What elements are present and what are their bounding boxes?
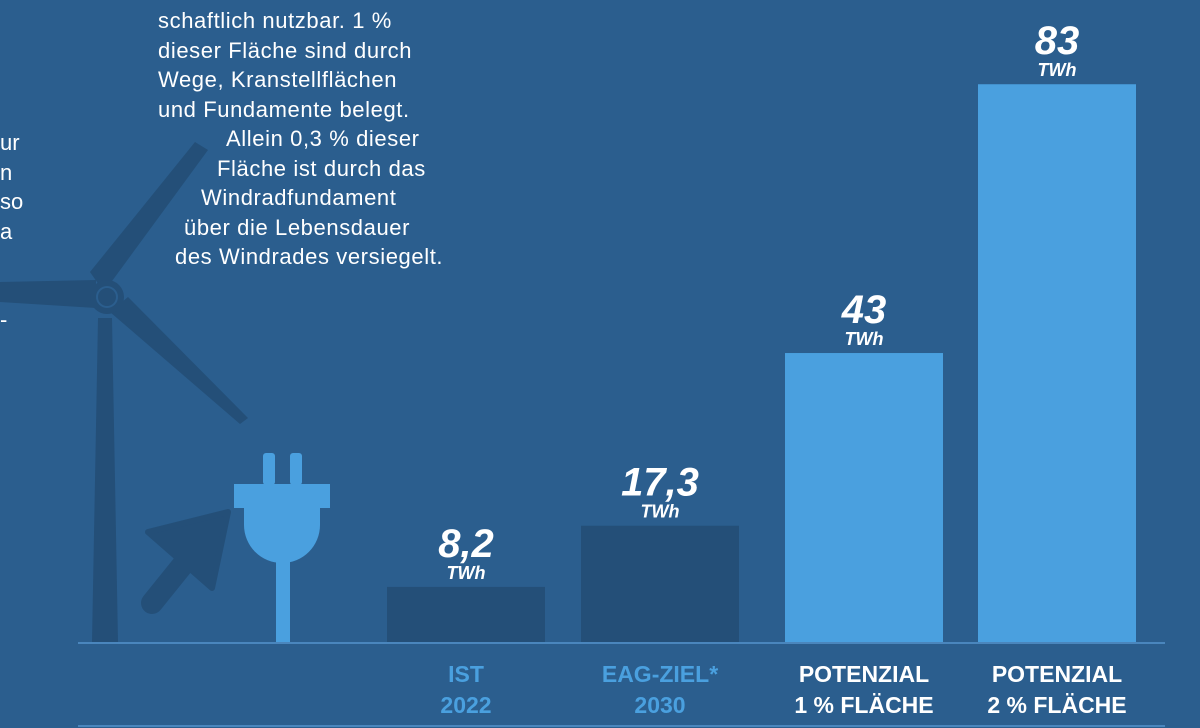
category-label: POTENZIAL [799, 661, 929, 687]
arrow-icon [141, 509, 231, 614]
left-fragment: n [0, 159, 13, 185]
bar [581, 525, 739, 642]
category-label: 1 % FLÄCHE [794, 692, 933, 718]
description-line: Windradfundament [201, 185, 397, 210]
left-fragment: a [0, 218, 13, 244]
bar [785, 353, 943, 642]
description-text: schaftlich nutzbar. 1 % dieser Fläche si… [140, 6, 510, 272]
bar-unit-label: TWh [1038, 60, 1077, 80]
bar [978, 84, 1136, 643]
description-line: des Windrades versiegelt. [175, 244, 444, 269]
left-fragment: so [0, 189, 24, 214]
description-line: dieser Fläche sind durch [158, 37, 413, 63]
category-label: EAG-ZIEL* [602, 661, 718, 687]
bar-unit-label: TWh [447, 563, 486, 583]
category-label: 2 % FLÄCHE [987, 692, 1126, 718]
category-label: IST [448, 661, 484, 687]
bar [387, 586, 545, 642]
left-fragment [0, 246, 23, 276]
category-label: 2030 [634, 692, 685, 718]
left-fragment: - [0, 307, 8, 332]
bar-unit-label: TWh [845, 329, 884, 349]
description-line: Wege, Kranstellflächen [158, 67, 398, 92]
bar-unit-label: TWh [641, 502, 680, 522]
left-fragment: ur [0, 130, 20, 155]
category-label: POTENZIAL [992, 661, 1122, 687]
left-text-fragments: ur n so a - [0, 128, 23, 335]
bar-value-label: 17,3 [621, 461, 699, 505]
wind-turbine-icon [0, 142, 248, 642]
bar-value-label: 8,2 [438, 522, 494, 566]
bar-value-label: 83 [1035, 19, 1080, 63]
left-fragment [0, 276, 23, 306]
category-label: 2022 [440, 692, 491, 718]
description-line: Fläche ist durch das [217, 155, 426, 181]
description-line: über die Lebensdauer [184, 214, 411, 240]
bars-group: 8,2TWhIST202217,3TWhEAG-ZIEL*203043TWhPO… [387, 19, 1136, 718]
description-line: schaftlich nutzbar. 1 % [158, 8, 392, 33]
description-line: und Fundamente belegt. [158, 96, 410, 122]
description-line: Allein 0,3 % dieser [226, 126, 420, 151]
bar-value-label: 43 [841, 288, 887, 332]
plug-icon [234, 453, 330, 642]
